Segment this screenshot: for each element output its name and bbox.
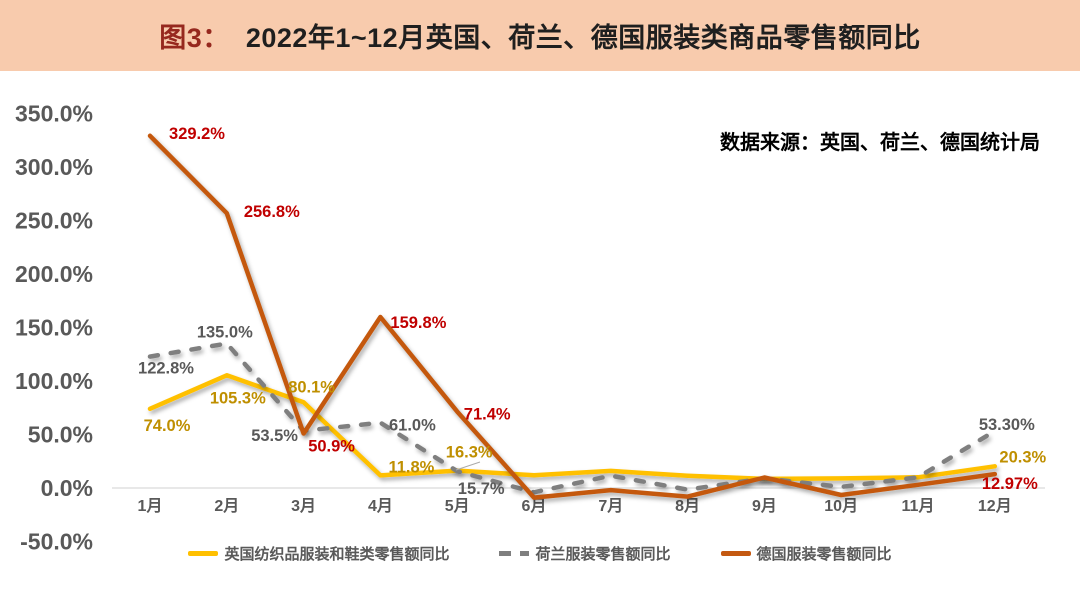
data-label-uk-1: 105.3%: [210, 389, 266, 407]
series-line-nl: [147, 341, 998, 495]
y-axis-tick: 150.0%: [15, 315, 93, 341]
x-axis-label: 3月: [291, 497, 316, 515]
legend-item-de: 德国服装零售额同比: [720, 543, 892, 564]
data-label-de-3: 159.8%: [390, 314, 446, 332]
legend-item-uk: 英国纺织品服装和鞋类零售额同比: [188, 543, 449, 564]
data-label-uk-4: 16.3%: [446, 444, 493, 462]
uk-line-swatch-icon: [188, 551, 219, 556]
data-label-uk-11: 20.3%: [999, 448, 1046, 466]
y-axis-tick: 200.0%: [15, 261, 93, 287]
label-leader-line: [455, 461, 481, 471]
data-label-nl-1: 135.0%: [197, 324, 253, 342]
data-label-de-1: 256.8%: [244, 203, 300, 221]
x-axis-label: 9月: [752, 497, 777, 515]
nl-dashed-line-swatch-icon: [499, 551, 530, 556]
legend-label-de: 德国服装零售额同比: [756, 546, 892, 563]
data-label-nl-3: 61.0%: [389, 417, 436, 435]
data-label-nl-11: 53.30%: [979, 416, 1035, 434]
data-label-nl-2: 53.5%: [251, 427, 298, 445]
data-label-uk-2: 80.1%: [288, 378, 335, 396]
x-axis-label: 2月: [214, 497, 239, 515]
data-label-uk-3: 11.8%: [388, 458, 434, 476]
figure-number: 图3：: [159, 23, 230, 53]
x-axis-label: 6月: [522, 497, 547, 515]
x-axis-label: 1月: [138, 497, 163, 515]
figure-title: 图3： 2022年1~12月英国、荷兰、德国服装类商品零售额同比: [159, 16, 920, 55]
data-label-de-4: 71.4%: [464, 406, 511, 424]
y-axis-tick: -50.0%: [20, 529, 93, 555]
legend-label-uk: 英国纺织品服装和鞋类零售额同比: [224, 546, 450, 563]
figure-title-text: 2022年1~12月英国、荷兰、德国服装类商品零售额同比: [245, 23, 921, 53]
y-axis-tick: 100.0%: [15, 368, 93, 394]
x-axis-label: 4月: [368, 497, 393, 515]
data-label-nl-0: 122.8%: [138, 360, 194, 378]
y-axis-tick: 300.0%: [15, 154, 93, 180]
x-axis-label: 10月: [824, 497, 858, 515]
legend-item-nl: 荷兰服装零售额同比: [499, 543, 671, 564]
x-axis-label: 5月: [445, 497, 470, 515]
figure-header: 图3： 2022年1~12月英国、荷兰、德国服装类商品零售额同比: [0, 0, 1080, 71]
data-label-de-11: 12.97%: [982, 475, 1038, 493]
de-line-swatch-icon: [720, 551, 751, 556]
x-axis-label: 11月: [902, 497, 935, 515]
data-label-de-2: 50.9%: [308, 438, 355, 456]
x-axis-label: 12月: [978, 497, 1012, 515]
legend-label-nl: 荷兰服装零售额同比: [535, 546, 671, 563]
y-axis-tick: 50.0%: [28, 422, 93, 448]
x-axis-label: 8月: [675, 497, 700, 515]
series-line-de: [147, 133, 998, 500]
y-axis-tick: 0.0%: [41, 475, 93, 501]
x-axis-label: 7月: [598, 497, 623, 515]
data-label-uk-0: 74.0%: [144, 417, 191, 435]
data-source-note: 数据来源：英国、荷兰、德国统计局: [720, 132, 1040, 154]
y-axis-tick: 350.0%: [15, 101, 93, 127]
y-axis-tick: 250.0%: [15, 208, 93, 234]
data-label-nl-4: 15.7%: [458, 480, 505, 498]
chart-legend: 英国纺织品服装和鞋类零售额同比 荷兰服装零售额同比 德国服装零售额同比: [0, 543, 1080, 564]
data-label-de-0: 329.2%: [169, 125, 225, 143]
